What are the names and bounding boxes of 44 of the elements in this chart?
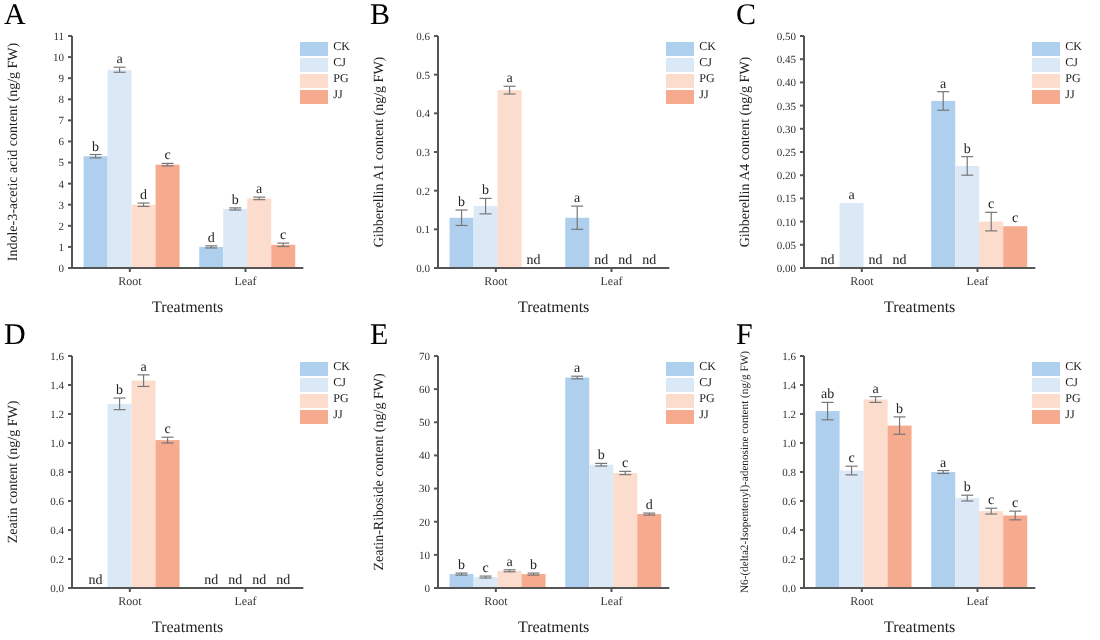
bar xyxy=(637,514,662,588)
bar xyxy=(247,198,272,268)
bar xyxy=(1003,515,1028,588)
bar xyxy=(887,425,912,588)
bar xyxy=(565,217,590,268)
x-axis-title: Treatments xyxy=(517,618,590,636)
chart-title: D xyxy=(4,320,26,354)
x-axis-title: Treatments xyxy=(883,618,956,636)
x-axis-title: Treatments xyxy=(151,298,224,316)
chart-title: C xyxy=(736,0,757,34)
x-axis-title: Treatments xyxy=(151,618,224,636)
bar xyxy=(131,204,156,268)
x-axis-title: Treatments xyxy=(517,298,590,316)
bar xyxy=(839,203,864,268)
chart-title: A xyxy=(4,0,26,34)
bar xyxy=(271,244,296,268)
chart-title: B xyxy=(370,0,391,34)
bar xyxy=(497,90,522,268)
bar xyxy=(839,470,864,588)
bar xyxy=(449,574,474,588)
bar xyxy=(613,472,638,588)
bar xyxy=(473,206,498,268)
bar xyxy=(1003,226,1028,268)
bar xyxy=(83,156,108,268)
bar xyxy=(955,165,980,268)
x-axis-title: Treatments xyxy=(883,298,956,316)
chart-title: F xyxy=(736,320,753,352)
bar xyxy=(931,100,956,268)
bar xyxy=(979,221,1004,268)
bar xyxy=(589,464,614,588)
bar xyxy=(931,472,956,588)
bar xyxy=(815,411,840,588)
bar xyxy=(521,574,546,588)
bar xyxy=(955,498,980,588)
bar xyxy=(565,377,590,588)
chart-title: E xyxy=(370,320,389,354)
bar xyxy=(107,69,132,268)
bar xyxy=(497,570,522,588)
bar xyxy=(155,164,180,268)
bar xyxy=(863,399,888,588)
bar xyxy=(979,511,1004,588)
bar xyxy=(223,208,248,268)
bar xyxy=(199,246,224,268)
bar xyxy=(449,217,474,268)
